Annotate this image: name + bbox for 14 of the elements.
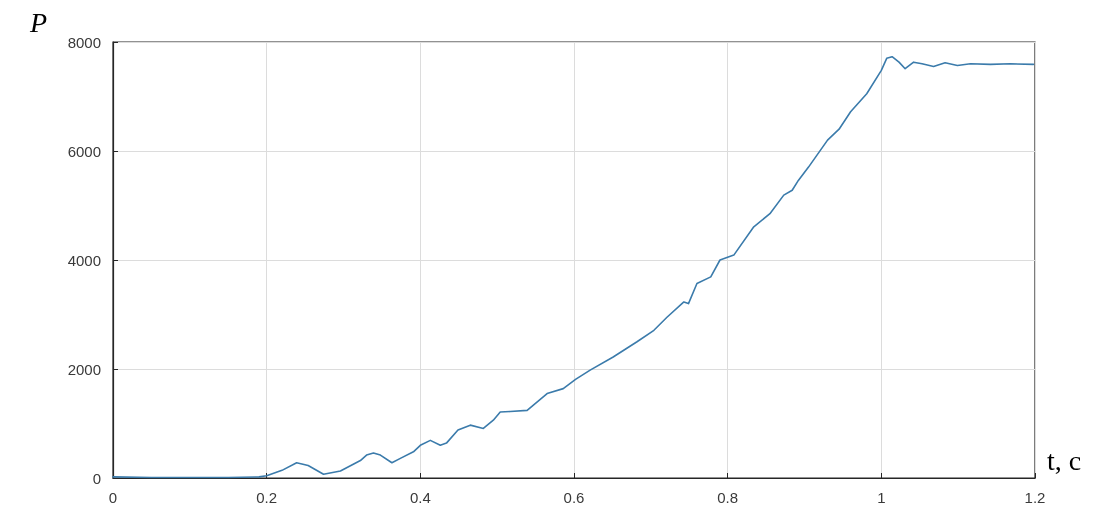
y-tick-label: 0 bbox=[92, 469, 101, 487]
y-axis-title: P bbox=[28, 6, 47, 38]
x-tick-label: 0.6 bbox=[563, 489, 585, 506]
y-tick-label: 2000 bbox=[67, 360, 101, 378]
x-tick-label: 1.2 bbox=[1024, 489, 1046, 506]
y-tick-label: 6000 bbox=[67, 142, 101, 160]
y-tick-label: 4000 bbox=[67, 251, 101, 269]
x-tick-label: 0.2 bbox=[256, 489, 278, 506]
x-tick-label: 0.4 bbox=[409, 489, 431, 506]
x-tick-label: 0 bbox=[108, 489, 118, 506]
x-axis-title: t, c bbox=[1047, 444, 1082, 476]
x-tick-label: 0.8 bbox=[717, 489, 739, 506]
y-tick-label: 8000 bbox=[67, 33, 101, 51]
x-tick-label: 1 bbox=[877, 489, 886, 506]
